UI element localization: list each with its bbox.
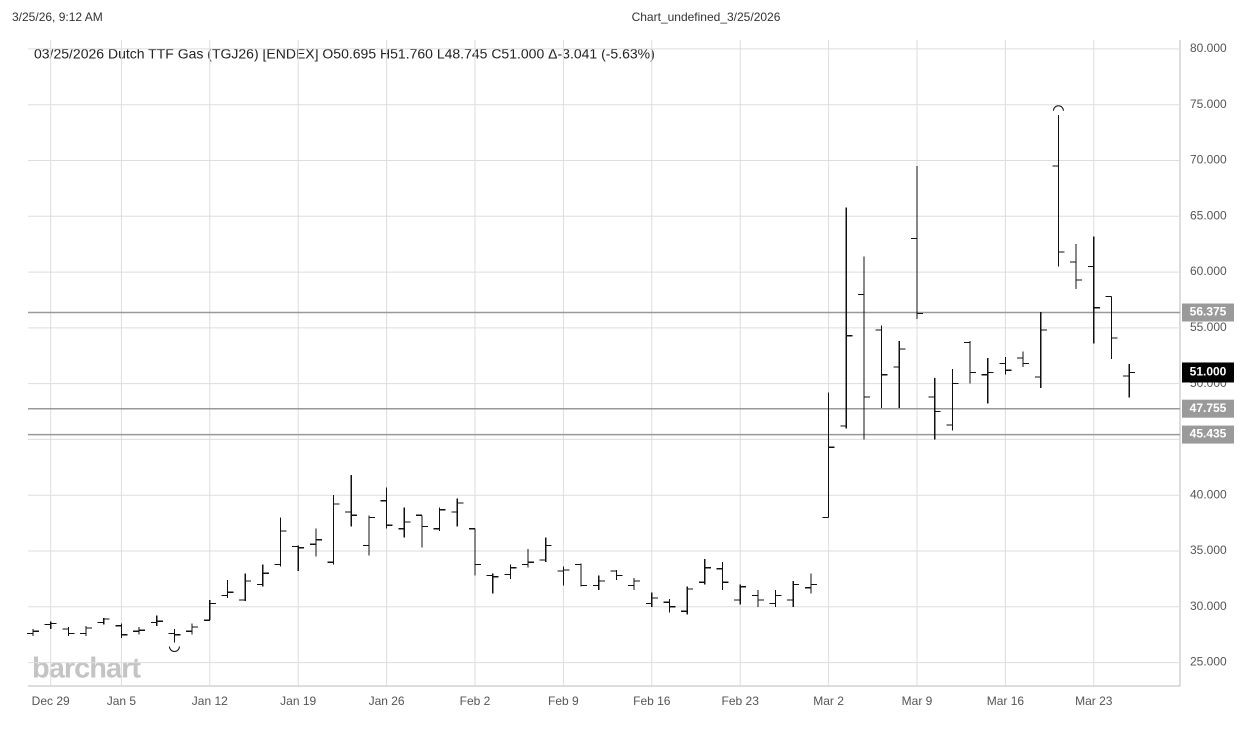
y-tick-label: 80.000 [1190, 41, 1227, 55]
x-tick-label: Jan 19 [280, 694, 316, 708]
logo: barchart [32, 653, 141, 685]
level-label: 45.435 [1190, 427, 1227, 441]
x-tick-label: Feb 16 [633, 694, 671, 708]
level-label: 47.755 [1190, 401, 1227, 415]
y-tick-label: 55.000 [1190, 320, 1227, 334]
x-tick-label: Dec 29 [32, 694, 70, 708]
y-tick-label: 75.000 [1190, 97, 1227, 111]
last-price-box [1182, 362, 1234, 383]
y-tick-label: 40.000 [1190, 487, 1227, 501]
chart-title: 03/25/2026 Dutch TTF Gas (TGJ26) [ENDEX]… [34, 46, 655, 62]
y-tick-label: 65.000 [1190, 208, 1227, 222]
y-tick-label: 25.000 [1190, 655, 1227, 669]
file-title: Chart_undefined_3/25/2026 [632, 10, 781, 24]
x-tick-label: Jan 12 [192, 694, 228, 708]
y-tick-label: 35.000 [1190, 543, 1227, 557]
y-tick-label: 60.000 [1190, 264, 1227, 278]
level-label: 56.375 [1190, 305, 1227, 319]
x-tick-label: Jan 26 [369, 694, 405, 708]
x-tick-label: Mar 23 [1075, 694, 1113, 708]
level-box [1182, 303, 1234, 322]
x-tick-label: Mar 9 [902, 694, 933, 708]
x-tick-label: Mar 16 [987, 694, 1025, 708]
level-box [1182, 425, 1234, 444]
swing-low-marker [168, 646, 180, 652]
x-tick-label: Feb 9 [548, 694, 579, 708]
x-tick-label: Jan 5 [107, 694, 137, 708]
x-tick-label: Mar 2 [813, 694, 844, 708]
x-tick-label: Feb 23 [722, 694, 760, 708]
last-price-label: 51.000 [1190, 365, 1227, 379]
y-tick-label: 30.000 [1190, 599, 1227, 613]
grid-layer [28, 40, 1180, 686]
timestamp: 3/25/26, 9:12 AM [12, 10, 103, 24]
y-tick-label: 70.000 [1190, 153, 1227, 167]
level-box [1182, 399, 1234, 418]
swing-high-marker [1052, 105, 1064, 111]
x-tick-label: Feb 2 [460, 694, 491, 708]
